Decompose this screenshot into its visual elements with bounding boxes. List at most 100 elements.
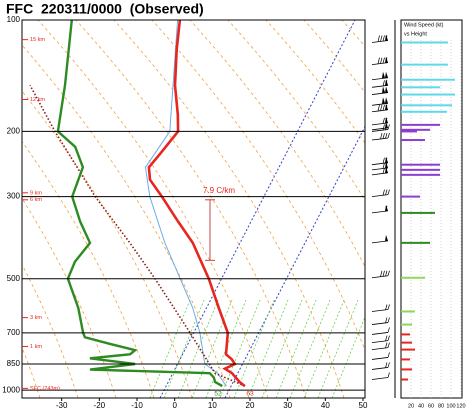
- barb-flag: [387, 362, 390, 368]
- x-tick-label: -20: [94, 401, 106, 410]
- wind-barb: [371, 161, 389, 171]
- wind-panel-subtitle: vs Height: [404, 31, 427, 37]
- barb-flag: [382, 189, 385, 196]
- barb-flag: [387, 352, 390, 358]
- wind-panel-frame: [400, 19, 463, 399]
- wind-bar: [401, 368, 412, 371]
- x-tick-label: 60: [428, 403, 434, 409]
- barb-flag: [387, 270, 390, 276]
- wind-bar: [401, 123, 440, 126]
- isotherm: [159, 20, 356, 398]
- wind-bar: [401, 195, 420, 198]
- barb-flag: [382, 132, 385, 139]
- barb-flag: [385, 205, 388, 212]
- wind-barb: [371, 79, 389, 88]
- wind-barb: [371, 103, 389, 113]
- barb-flag: [377, 104, 380, 112]
- wind-bar: [401, 110, 447, 113]
- barb-flag: [387, 342, 390, 348]
- wind-bar: [401, 130, 417, 133]
- barb-flag: [382, 80, 385, 87]
- wind-barb: [371, 189, 390, 198]
- barb-flag: [382, 167, 385, 174]
- height-label: 6 km: [30, 197, 42, 203]
- wind-bar: [401, 78, 455, 81]
- mixing-ratio-line: [289, 299, 331, 398]
- y-tick-label: 200: [7, 127, 21, 136]
- wind-barb: [371, 86, 389, 95]
- barb-flag: [382, 117, 385, 124]
- barb-flag: [385, 362, 388, 368]
- barb-flag: [385, 270, 388, 277]
- wind-barb: [371, 116, 389, 126]
- barb-flag: [385, 162, 388, 169]
- wind-bar: [401, 341, 412, 344]
- wind-barb: [371, 362, 390, 370]
- dry-adiabat: [37, 20, 269, 398]
- chart-title: FFC 220311/0000 (Observed): [6, 1, 204, 17]
- wind-barb: [371, 56, 389, 66]
- barb-flag: [387, 317, 390, 323]
- wind-barb: [371, 304, 390, 312]
- wind-barb: [371, 352, 390, 360]
- wind-bar: [401, 128, 430, 131]
- wind-bar: [401, 310, 415, 313]
- barb-flag: [387, 124, 390, 130]
- barb-staff: [371, 367, 389, 370]
- wind-bar: [401, 41, 448, 44]
- barb-flag: [385, 342, 388, 349]
- wind-bar: [401, 86, 440, 89]
- height-label: SFC (243m): [30, 386, 60, 392]
- wind-barb: [371, 156, 389, 166]
- barb-flag: [387, 132, 390, 139]
- barb-staff: [371, 347, 389, 350]
- barb-flag: [385, 317, 388, 323]
- dry-adiabat: [22, 90, 193, 398]
- barb-flag: [377, 35, 380, 42]
- barb-flag: [382, 124, 385, 131]
- mixing-ratio-line: [163, 299, 205, 398]
- mixing-ratio-line: [177, 299, 219, 398]
- wind-barb: [371, 317, 390, 325]
- barb-flag: [387, 372, 390, 378]
- height-label: 9 km: [30, 190, 42, 196]
- dry-adiabat: [75, 20, 307, 398]
- wind-barb: [371, 327, 390, 335]
- barb-flag: [387, 335, 390, 341]
- barb-staff: [371, 340, 389, 344]
- barb-flag: [385, 132, 388, 139]
- wind-barb: [371, 166, 389, 176]
- barb-staff: [371, 377, 389, 380]
- x-tick-label: 10: [208, 401, 217, 410]
- height-label: 1 km: [30, 344, 42, 350]
- barb-flag: [382, 162, 385, 169]
- x-tick-label: 120: [456, 403, 465, 409]
- y-tick-label: 300: [7, 192, 21, 201]
- barb-pennant: [382, 97, 385, 104]
- wind-barb: [371, 97, 389, 106]
- x-tick-label: 0: [172, 401, 177, 410]
- barb-staff: [371, 332, 389, 335]
- wind-bar: [401, 323, 412, 326]
- barb-flag: [385, 35, 388, 41]
- mixing-ratio-line: [219, 299, 261, 398]
- mixing-ratio-line: [317, 299, 359, 398]
- wind-bar: [401, 348, 415, 351]
- barb-flag: [385, 124, 388, 130]
- wind-barb: [371, 234, 389, 244]
- barb-flag: [385, 157, 388, 164]
- barb-flag: [382, 157, 385, 164]
- profile-line: [147, 20, 246, 388]
- barb-pennant: [385, 234, 388, 242]
- dry-adiabat: [113, 20, 345, 398]
- barb-flag: [382, 57, 385, 64]
- barb-staff: [371, 357, 389, 360]
- dry-adiabat: [151, 20, 365, 352]
- mixing-ratio-line: [191, 299, 233, 398]
- y-tick-label: 1000: [2, 385, 20, 394]
- barb-pennant: [382, 86, 385, 93]
- barb-flag: [387, 189, 390, 195]
- barb-pennant: [382, 71, 385, 79]
